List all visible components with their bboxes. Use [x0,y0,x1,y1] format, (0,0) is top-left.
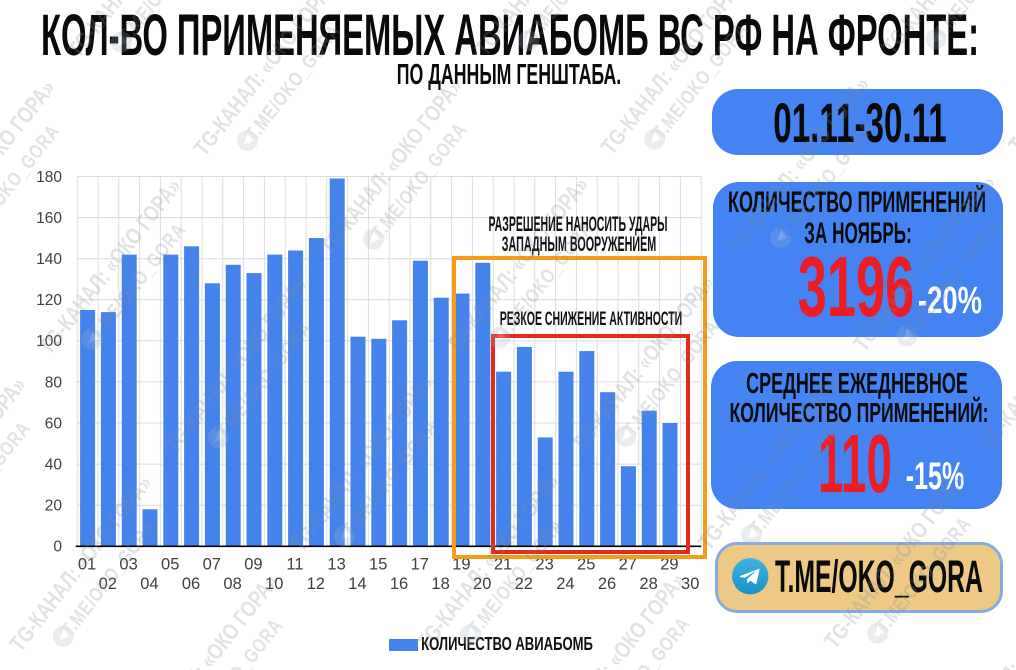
svg-text:13: 13 [327,555,345,573]
svg-text:06: 06 [182,575,200,593]
svg-text:04: 04 [140,575,158,593]
svg-text:24: 24 [556,575,574,593]
svg-text:22: 22 [515,575,533,593]
svg-text:20: 20 [45,498,63,515]
svg-text:11: 11 [286,555,303,573]
svg-text:180: 180 [36,169,62,186]
svg-text:80: 80 [45,374,63,391]
svg-text:14: 14 [348,575,366,593]
svg-text:60: 60 [45,415,63,432]
svg-text:17: 17 [411,555,429,573]
svg-text:100: 100 [36,333,62,350]
svg-text:160: 160 [36,210,62,227]
svg-text:0: 0 [53,539,62,556]
svg-text:15: 15 [369,555,387,573]
svg-text:09: 09 [244,555,262,573]
svg-text:30: 30 [681,575,699,593]
svg-text:20: 20 [473,575,491,593]
svg-text:28: 28 [639,575,657,593]
svg-text:18: 18 [431,575,449,593]
svg-text:120: 120 [36,292,62,309]
svg-text:16: 16 [390,575,408,593]
svg-text:12: 12 [307,575,325,593]
svg-text:01: 01 [78,555,96,573]
svg-text:26: 26 [598,575,616,593]
svg-text:140: 140 [36,251,62,268]
svg-text:07: 07 [203,555,221,573]
svg-text:10: 10 [265,575,283,593]
svg-text:05: 05 [161,555,179,573]
svg-text:02: 02 [99,575,117,593]
svg-text:08: 08 [223,575,241,593]
svg-text:03: 03 [119,555,137,573]
svg-text:40: 40 [45,457,63,474]
